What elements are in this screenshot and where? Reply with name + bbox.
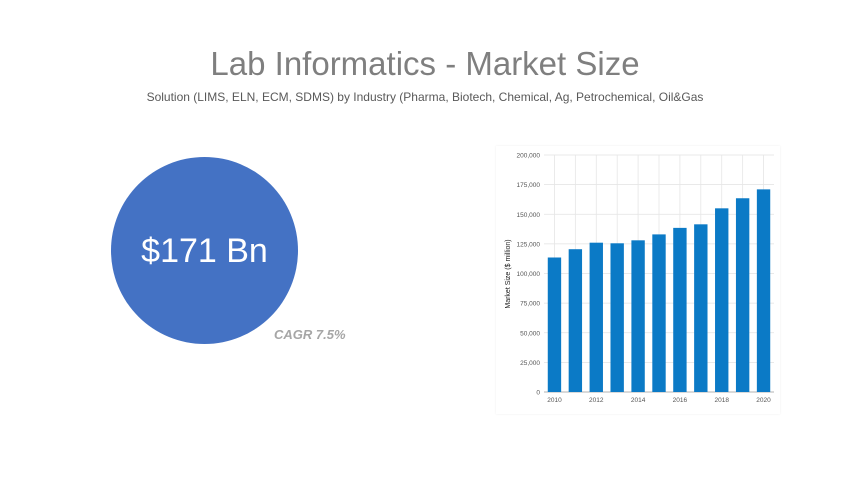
market-size-circle: $171 Bn — [111, 157, 298, 344]
market-size-value: $171 Bn — [141, 231, 268, 270]
market-size-chart-panel: 0 25,000 50,000 75,000 100,000 125,000 150,000… — [496, 146, 780, 414]
bar-2015 — [652, 234, 666, 392]
bar-2010 — [547, 257, 562, 392]
y-tick-label: 150,000 — [517, 212, 541, 219]
y-tick-label: 0 — [536, 390, 540, 397]
bar-2019 — [735, 198, 750, 392]
bar-2018 — [715, 208, 729, 392]
page-subtitle: Solution (LIMS, ELN, ECM, SDMS) by Indus… — [146, 90, 704, 104]
y-tick-label: 25,000 — [520, 360, 540, 367]
x-tick-label: 2014 — [631, 397, 646, 404]
bar-2016 — [673, 227, 687, 392]
bar-2011 — [568, 249, 583, 392]
bar-2020 — [756, 189, 771, 392]
page-title: Lab Informatics - Market Size — [210, 45, 640, 82]
x-tick-label: 2018 — [714, 397, 729, 404]
cagr-label: CAGR 7.5% — [274, 327, 346, 342]
y-tick-label: 100,000 — [517, 271, 541, 278]
market-size-bar-chart: 0 25,000 50,000 75,000 100,000 125,000 150,000… — [505, 153, 774, 404]
y-tick-label: 200,000 — [517, 153, 541, 160]
x-tick-label: 2016 — [673, 397, 688, 404]
x-tick-label: 2020 — [756, 397, 771, 404]
y-axis-ticks: 0 25,000 50,000 75,000 100,000 125,000 150,000… — [517, 153, 541, 397]
x-tick-label: 2010 — [547, 397, 562, 404]
bar-2014 — [631, 240, 645, 392]
y-tick-label: 125,000 — [517, 241, 541, 248]
bar-2013 — [610, 243, 624, 392]
x-tick-label: 2012 — [589, 397, 604, 404]
y-axis-label: Market Size ($ million) — [505, 239, 512, 308]
y-tick-label: 50,000 — [520, 330, 540, 337]
x-axis-ticks: 2010 2012 2014 2016 2018 2020 — [547, 397, 771, 404]
y-tick-label: 75,000 — [520, 301, 540, 308]
bar-2017 — [694, 224, 708, 392]
y-tick-label: 175,000 — [517, 182, 541, 189]
bar-2012 — [589, 242, 603, 392]
chart-bars — [547, 189, 771, 392]
